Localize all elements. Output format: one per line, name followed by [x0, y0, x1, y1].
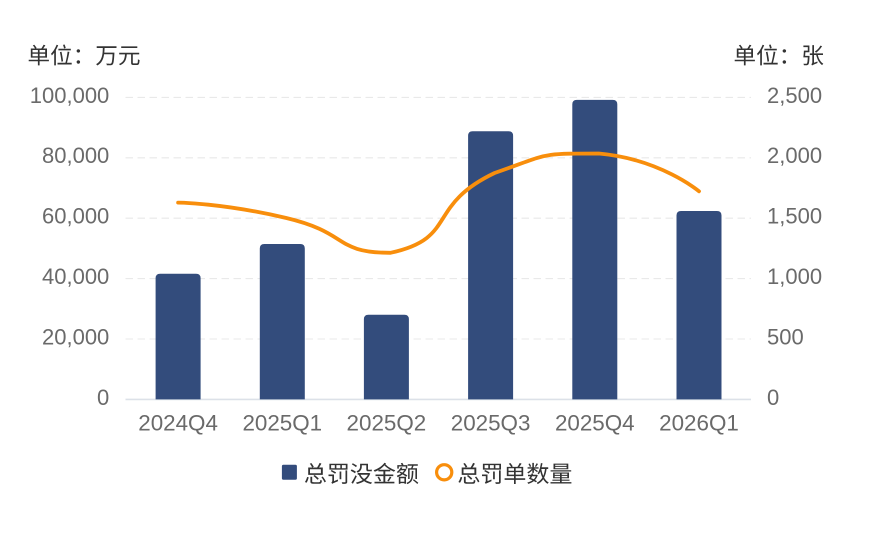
- svg-text:2025Q1: 2025Q1: [242, 411, 322, 436]
- svg-text:80,000: 80,000: [42, 143, 109, 168]
- svg-text:100,000: 100,000: [30, 83, 110, 108]
- svg-text:0: 0: [97, 385, 109, 410]
- svg-text:2,000: 2,000: [767, 143, 822, 168]
- svg-text:2026Q1: 2026Q1: [659, 411, 739, 436]
- svg-text:1,000: 1,000: [767, 264, 822, 289]
- svg-text:2024Q4: 2024Q4: [138, 411, 218, 436]
- svg-text:60,000: 60,000: [42, 204, 109, 229]
- svg-text:2025Q2: 2025Q2: [347, 411, 427, 436]
- svg-text:0: 0: [767, 385, 779, 410]
- svg-text:2025Q3: 2025Q3: [451, 411, 531, 436]
- svg-text:2025Q4: 2025Q4: [555, 411, 635, 436]
- svg-text:500: 500: [767, 324, 804, 349]
- svg-text:20,000: 20,000: [42, 324, 109, 349]
- svg-text:40,000: 40,000: [42, 264, 109, 289]
- svg-text:1,500: 1,500: [767, 204, 822, 229]
- svg-text:2,500: 2,500: [767, 83, 822, 108]
